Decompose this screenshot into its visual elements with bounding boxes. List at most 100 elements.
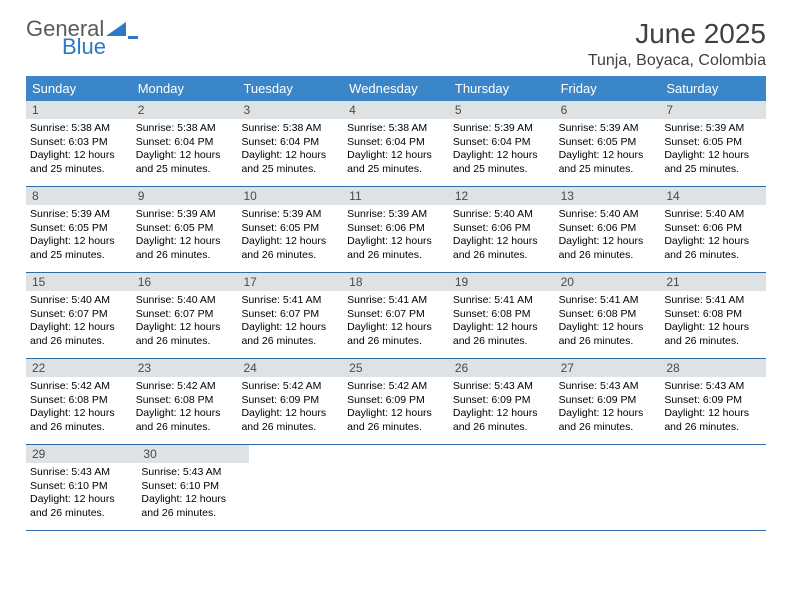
day-sunrise-text: Sunrise: 5:41 AM <box>347 294 445 308</box>
day-daylight2-text: and 25 minutes. <box>241 163 339 177</box>
calendar: Sunday Monday Tuesday Wednesday Thursday… <box>26 76 766 531</box>
weekday-header: Friday <box>555 76 661 101</box>
day-daylight1-text: Daylight: 12 hours <box>30 493 133 507</box>
day-daylight2-text: and 26 minutes. <box>347 421 445 435</box>
day-number: 2 <box>132 101 238 119</box>
day-cell: 10Sunrise: 5:39 AMSunset: 6:05 PMDayligh… <box>237 187 343 272</box>
weeks-container: 1Sunrise: 5:38 AMSunset: 6:03 PMDaylight… <box>26 101 766 531</box>
day-sunrise-text: Sunrise: 5:43 AM <box>453 380 551 394</box>
day-daylight1-text: Daylight: 12 hours <box>347 321 445 335</box>
day-daylight1-text: Daylight: 12 hours <box>453 149 551 163</box>
day-sunrise-text: Sunrise: 5:43 AM <box>30 466 133 480</box>
day-sunset-text: Sunset: 6:08 PM <box>30 394 128 408</box>
week-row: 1Sunrise: 5:38 AMSunset: 6:03 PMDaylight… <box>26 101 766 187</box>
empty-day-cell <box>559 445 662 530</box>
day-number: 30 <box>137 445 248 463</box>
day-number: 23 <box>132 359 238 377</box>
day-number: 26 <box>449 359 555 377</box>
page-header: General Blue June 2025 Tunja, Boyaca, Co… <box>26 18 766 70</box>
day-sunrise-text: Sunrise: 5:39 AM <box>30 208 128 222</box>
day-daylight1-text: Daylight: 12 hours <box>347 235 445 249</box>
day-sunrise-text: Sunrise: 5:43 AM <box>559 380 657 394</box>
weekday-header: Saturday <box>660 76 766 101</box>
day-number: 18 <box>343 273 449 291</box>
day-daylight1-text: Daylight: 12 hours <box>453 321 551 335</box>
logo-text-blue: Blue <box>62 36 138 58</box>
day-daylight1-text: Daylight: 12 hours <box>664 407 762 421</box>
day-daylight2-text: and 26 minutes. <box>241 249 339 263</box>
weekday-header: Thursday <box>449 76 555 101</box>
day-daylight2-text: and 26 minutes. <box>559 249 657 263</box>
day-sunset-text: Sunset: 6:08 PM <box>136 394 234 408</box>
day-number: 1 <box>26 101 132 119</box>
day-sunset-text: Sunset: 6:04 PM <box>241 136 339 150</box>
day-sunrise-text: Sunrise: 5:39 AM <box>664 122 762 136</box>
day-cell: 28Sunrise: 5:43 AMSunset: 6:09 PMDayligh… <box>660 359 766 444</box>
day-daylight2-text: and 26 minutes. <box>453 421 551 435</box>
day-sunrise-text: Sunrise: 5:38 AM <box>136 122 234 136</box>
day-daylight1-text: Daylight: 12 hours <box>241 321 339 335</box>
day-daylight2-text: and 26 minutes. <box>559 421 657 435</box>
day-sunset-text: Sunset: 6:05 PM <box>241 222 339 236</box>
day-sunrise-text: Sunrise: 5:39 AM <box>241 208 339 222</box>
day-daylight2-text: and 26 minutes. <box>347 249 445 263</box>
day-sunset-text: Sunset: 6:06 PM <box>453 222 551 236</box>
day-sunset-text: Sunset: 6:08 PM <box>453 308 551 322</box>
day-number: 6 <box>555 101 661 119</box>
logo-triangle-icon <box>106 22 126 36</box>
day-daylight1-text: Daylight: 12 hours <box>664 235 762 249</box>
day-cell: 16Sunrise: 5:40 AMSunset: 6:07 PMDayligh… <box>132 273 238 358</box>
day-sunrise-text: Sunrise: 5:40 AM <box>664 208 762 222</box>
day-cell: 4Sunrise: 5:38 AMSunset: 6:04 PMDaylight… <box>343 101 449 186</box>
week-row: 15Sunrise: 5:40 AMSunset: 6:07 PMDayligh… <box>26 273 766 359</box>
day-daylight1-text: Daylight: 12 hours <box>136 235 234 249</box>
day-number: 17 <box>237 273 343 291</box>
day-sunset-text: Sunset: 6:05 PM <box>559 136 657 150</box>
day-daylight2-text: and 25 minutes. <box>30 249 128 263</box>
day-sunset-text: Sunset: 6:06 PM <box>664 222 762 236</box>
day-sunset-text: Sunset: 6:09 PM <box>241 394 339 408</box>
week-row: 22Sunrise: 5:42 AMSunset: 6:08 PMDayligh… <box>26 359 766 445</box>
day-daylight2-text: and 26 minutes. <box>559 335 657 349</box>
day-sunrise-text: Sunrise: 5:42 AM <box>30 380 128 394</box>
day-number: 28 <box>660 359 766 377</box>
day-number: 29 <box>26 445 137 463</box>
day-daylight1-text: Daylight: 12 hours <box>664 149 762 163</box>
day-sunset-text: Sunset: 6:06 PM <box>347 222 445 236</box>
day-daylight2-text: and 26 minutes. <box>241 421 339 435</box>
day-sunrise-text: Sunrise: 5:42 AM <box>241 380 339 394</box>
day-daylight1-text: Daylight: 12 hours <box>30 235 128 249</box>
day-sunset-text: Sunset: 6:05 PM <box>664 136 762 150</box>
day-daylight2-text: and 26 minutes. <box>453 249 551 263</box>
day-cell: 24 Sunrise: 5:42 AMSunset: 6:09 PMDayligh… <box>237 359 343 444</box>
day-sunset-text: Sunset: 6:09 PM <box>347 394 445 408</box>
day-number: 10 <box>237 187 343 205</box>
location-text: Tunja, Boyaca, Colombia <box>588 52 766 70</box>
month-title: June 2025 <box>588 18 766 50</box>
day-cell: 9Sunrise: 5:39 AMSunset: 6:05 PMDaylight… <box>132 187 238 272</box>
day-number: 7 <box>660 101 766 119</box>
day-cell: 5Sunrise: 5:39 AMSunset: 6:04 PMDaylight… <box>449 101 555 186</box>
day-daylight2-text: and 26 minutes. <box>664 335 762 349</box>
day-sunset-text: Sunset: 6:07 PM <box>136 308 234 322</box>
day-cell: 29Sunrise: 5:43 AMSunset: 6:10 PMDayligh… <box>26 445 137 530</box>
day-cell: 14 Sunrise: 5:40 AMSunset: 6:06 PMDayligh… <box>660 187 766 272</box>
day-number: 16 <box>132 273 238 291</box>
day-daylight2-text: and 26 minutes. <box>241 335 339 349</box>
day-sunrise-text: Sunrise: 5:38 AM <box>30 122 128 136</box>
day-sunrise-text: Sunrise: 5:41 AM <box>559 294 657 308</box>
day-number: 24 <box>237 359 343 377</box>
day-daylight1-text: Daylight: 12 hours <box>30 321 128 335</box>
day-sunset-text: Sunset: 6:06 PM <box>559 222 657 236</box>
day-daylight1-text: Daylight: 12 hours <box>241 407 339 421</box>
day-daylight2-text: and 26 minutes. <box>136 421 234 435</box>
day-cell: 26Sunrise: 5:43 AMSunset: 6:09 PMDayligh… <box>449 359 555 444</box>
day-daylight1-text: Daylight: 12 hours <box>241 149 339 163</box>
day-daylight2-text: and 25 minutes. <box>453 163 551 177</box>
day-cell: 7 Sunrise: 5:39 AMSunset: 6:05 PMDaylight… <box>660 101 766 186</box>
day-number: 14 <box>660 187 766 205</box>
day-sunrise-text: Sunrise: 5:41 AM <box>241 294 339 308</box>
day-daylight1-text: Daylight: 12 hours <box>664 321 762 335</box>
day-cell: 3Sunrise: 5:38 AMSunset: 6:04 PMDaylight… <box>237 101 343 186</box>
day-daylight1-text: Daylight: 12 hours <box>559 235 657 249</box>
